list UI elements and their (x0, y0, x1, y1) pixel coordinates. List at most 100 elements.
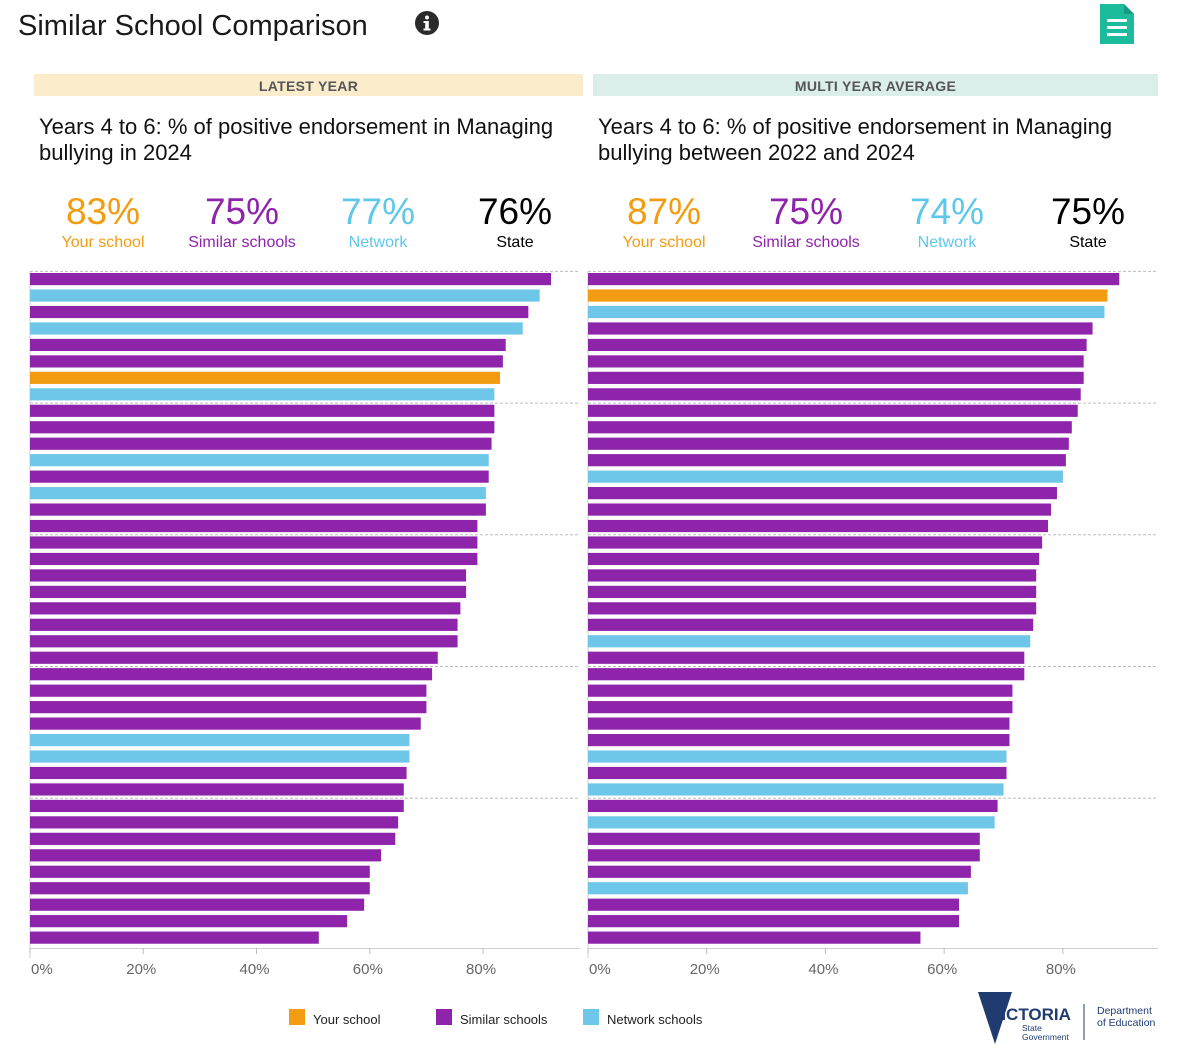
multi-similar-school-bar (588, 454, 1066, 467)
legend-label-your-school: Your school (313, 1012, 381, 1027)
multi-similar-school-bar (588, 668, 1025, 681)
multi-state-value: 75% (1050, 191, 1126, 232)
latest-similar-school-bar (30, 931, 319, 944)
victoria-government-logo: VICTORIA State Government Department of … (978, 992, 1156, 1044)
legend-swatch-similar-schools (436, 1009, 452, 1025)
latest-year-bar-chart: 0% 20% 40% 60% 80% (29, 270, 580, 978)
multi-similar-school-bar (588, 552, 1040, 566)
latest-x-tick-label: 80% (466, 961, 496, 978)
multi-similar-school-bar (588, 388, 1081, 401)
multi-your-school-stat: 87% Your school (589, 190, 739, 252)
latest-x-tick-label: 60% (353, 961, 383, 978)
multi-x-tick-label: 20% (690, 961, 720, 978)
latest-x-tick-label: 20% (126, 961, 156, 978)
latest-state-value: 76% (477, 191, 553, 232)
logo-department-text: Department (1097, 1005, 1152, 1017)
latest-network-school-bar (30, 454, 489, 467)
logo-government-text: Government (1022, 1032, 1069, 1042)
latest-similar-school-bar (30, 701, 427, 714)
multi-year-bar-chart: 0% 20% 40% 60% 80% (587, 270, 1158, 978)
latest-similar-school-bar (30, 355, 503, 368)
latest-similar-school-bar (30, 668, 433, 681)
latest-network-school-bar (30, 733, 410, 747)
latest-similar-school-bar (30, 273, 552, 286)
latest-similar-school-bar (30, 470, 489, 483)
latest-x-tick-label: 0% (31, 961, 53, 978)
latest-year-header: LATEST YEAR (34, 74, 583, 96)
latest-similar-school-bar (30, 618, 458, 631)
document-icon[interactable] (1098, 2, 1136, 46)
latest-similar-school-bar (30, 602, 461, 615)
latest-similar-school-bar (30, 865, 370, 878)
latest-network-stat: 77% Network (303, 190, 453, 252)
latest-your-school-value: 83% (65, 191, 141, 232)
latest-network-school-bar (30, 487, 486, 500)
latest-similar-schools-stat: 75% Similar schools (167, 190, 317, 252)
multi-state-stat: 75% State (1013, 190, 1163, 252)
latest-similar-school-bar (30, 651, 438, 664)
latest-similar-school-bar (30, 717, 421, 730)
latest-similar-school-bar (30, 552, 478, 566)
latest-network-school-bar (30, 322, 523, 335)
multi-similar-school-bar (588, 519, 1049, 533)
multi-similar-school-bar (588, 338, 1087, 352)
multi-similar-school-bar (588, 733, 1010, 747)
latest-similar-school-bar (30, 783, 404, 796)
multi-your-school-label: Your school (622, 234, 706, 251)
multi-network-value: 74% (909, 191, 985, 232)
latest-similar-school-bar (30, 915, 348, 928)
latest-network-school-bar (30, 289, 540, 302)
multi-x-tick-label: 60% (927, 961, 957, 978)
multi-similar-school-bar (588, 273, 1120, 286)
legend-label-network-schools: Network schools (607, 1012, 703, 1027)
multi-similar-school-bar (588, 322, 1093, 335)
latest-similar-school-bar (30, 585, 467, 598)
multi-similar-school-bar (588, 487, 1057, 500)
latest-similar-school-bar (30, 635, 458, 648)
info-circle-icon[interactable] (414, 10, 440, 36)
latest-your-school-label: Your school (61, 234, 145, 251)
logo-state-text: State (1022, 1023, 1042, 1033)
multi-similar-school-bar (588, 371, 1084, 384)
multi-similar-school-bar (588, 701, 1013, 714)
latest-chart-title: Years 4 to 6: % of positive endorsement … (39, 114, 554, 165)
page-title: Similar School Comparison (18, 10, 368, 42)
multi-network-school-bar (588, 816, 995, 829)
latest-network-school-bar (30, 388, 495, 401)
latest-similar-school-bar (30, 684, 427, 697)
legend-swatch-your-school (289, 1009, 305, 1025)
multi-similar-school-bar (588, 536, 1043, 549)
latest-similar-school-bar (30, 766, 407, 780)
multi-similar-school-bar (588, 569, 1037, 582)
latest-your-school-bar (30, 371, 501, 384)
latest-similar-school-bar (30, 536, 478, 549)
multi-similar-school-bar (588, 832, 980, 845)
multi-similar-schools-stat: 75% Similar schools (731, 190, 881, 252)
multi-network-school-bar (588, 635, 1031, 648)
logo-victoria-text: VICTORIA (990, 1005, 1071, 1024)
latest-similar-school-bar (30, 437, 492, 450)
multi-network-stat: 74% Network (872, 190, 1022, 252)
multi-similar-school-bar (588, 404, 1078, 417)
latest-state-stat: 76% State (440, 190, 590, 252)
latest-similar-school-bar (30, 849, 382, 862)
latest-similar-school-bar (30, 404, 495, 417)
latest-similar-label: Similar schools (188, 234, 296, 251)
legend-label-similar-schools: Similar schools (460, 1012, 548, 1027)
multi-state-label: State (1069, 234, 1107, 251)
multi-network-school-bar (588, 305, 1105, 319)
multi-similar-value: 75% (768, 191, 844, 232)
latest-similar-school-bar (30, 421, 495, 434)
logo-education-text: of Education (1097, 1017, 1156, 1029)
multi-similar-school-bar (588, 437, 1069, 450)
multi-x-tick-label: 80% (1046, 961, 1076, 978)
latest-x-tick-label: 40% (240, 961, 270, 978)
multi-similar-school-bar (588, 865, 971, 878)
multi-similar-school-bar (588, 503, 1052, 516)
latest-similar-school-bar (30, 799, 404, 813)
latest-similar-school-bar (30, 519, 478, 533)
multi-similar-label: Similar schools (752, 234, 860, 251)
multi-network-school-bar (588, 882, 968, 895)
latest-similar-school-bar (30, 338, 506, 352)
latest-your-school-stat: 83% Your school (28, 190, 178, 252)
